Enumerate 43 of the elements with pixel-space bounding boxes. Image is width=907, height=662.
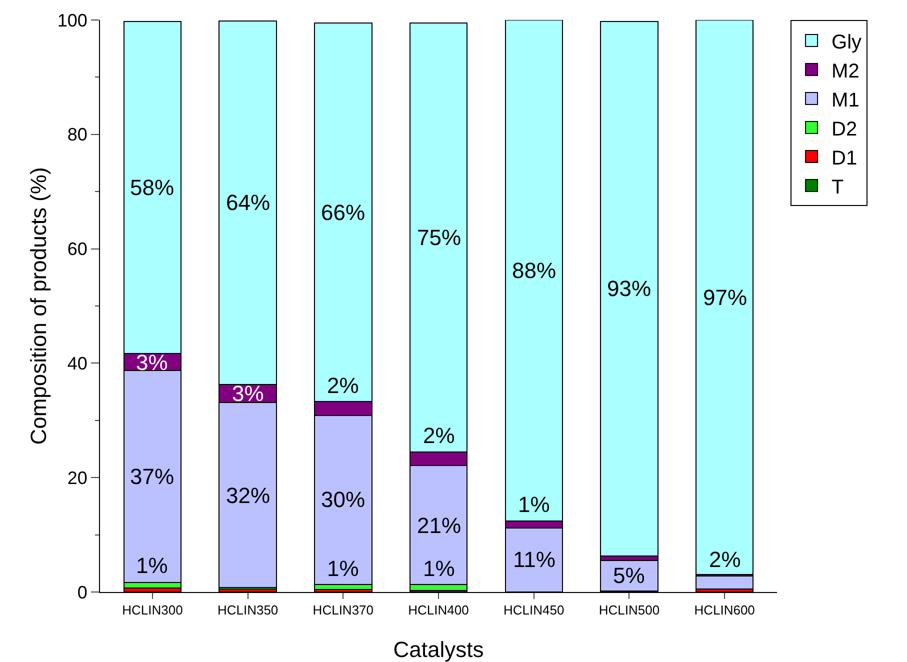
data-label: 1% bbox=[518, 492, 550, 517]
legend-label: D2 bbox=[832, 118, 858, 140]
data-label: 11% bbox=[513, 547, 556, 572]
data-label: 97% bbox=[703, 285, 748, 310]
x-tick-label: HCLIN600 bbox=[694, 602, 755, 618]
y-tick-label: 60 bbox=[67, 239, 88, 260]
legend-label: Gly bbox=[832, 31, 862, 54]
data-label: 37% bbox=[130, 464, 174, 489]
data-label: 5% bbox=[613, 563, 645, 588]
x-axis-title: Catalysts bbox=[393, 637, 484, 662]
data-label: 2% bbox=[423, 423, 455, 448]
x-tick-label: HCLIN400 bbox=[408, 602, 469, 618]
data-label: 3% bbox=[232, 381, 264, 406]
x-tick-label: HCLIN300 bbox=[122, 602, 183, 618]
y-tick-label: 80 bbox=[67, 124, 88, 145]
data-label: 21% bbox=[417, 513, 462, 538]
data-label: 1% bbox=[327, 556, 359, 581]
data-label: 3% bbox=[136, 350, 168, 375]
data-label: 93% bbox=[607, 276, 652, 301]
legend-label: T bbox=[832, 176, 844, 198]
data-label: 32% bbox=[226, 483, 270, 508]
data-label: 64% bbox=[226, 190, 270, 215]
data-label: 66% bbox=[321, 200, 366, 225]
y-axis-title: Composition of products (%) bbox=[26, 167, 51, 445]
data-label: 2% bbox=[709, 547, 741, 572]
x-tick-label: HCLIN370 bbox=[312, 602, 374, 618]
data-label: 75% bbox=[417, 225, 462, 250]
y-tick-label: 20 bbox=[67, 468, 88, 488]
y-tick-label: 100 bbox=[57, 10, 88, 30]
data-label: 30% bbox=[321, 487, 366, 512]
data-label: 58% bbox=[130, 175, 174, 200]
legend-label: D1 bbox=[832, 147, 858, 170]
y-tick-label: 0 bbox=[77, 582, 88, 602]
x-tick-label: HCLIN350 bbox=[217, 602, 278, 618]
legend-label: M2 bbox=[832, 60, 860, 82]
data-label: 88% bbox=[512, 258, 556, 283]
x-tick-label: HCLIN450 bbox=[504, 602, 564, 618]
data-label: 1% bbox=[423, 556, 455, 581]
y-tick-label: 40 bbox=[67, 354, 88, 374]
data-label: 1% bbox=[136, 553, 168, 578]
x-tick-label: HCLIN500 bbox=[598, 602, 660, 618]
data-label: 2% bbox=[327, 373, 359, 398]
legend-label: M1 bbox=[832, 89, 860, 112]
